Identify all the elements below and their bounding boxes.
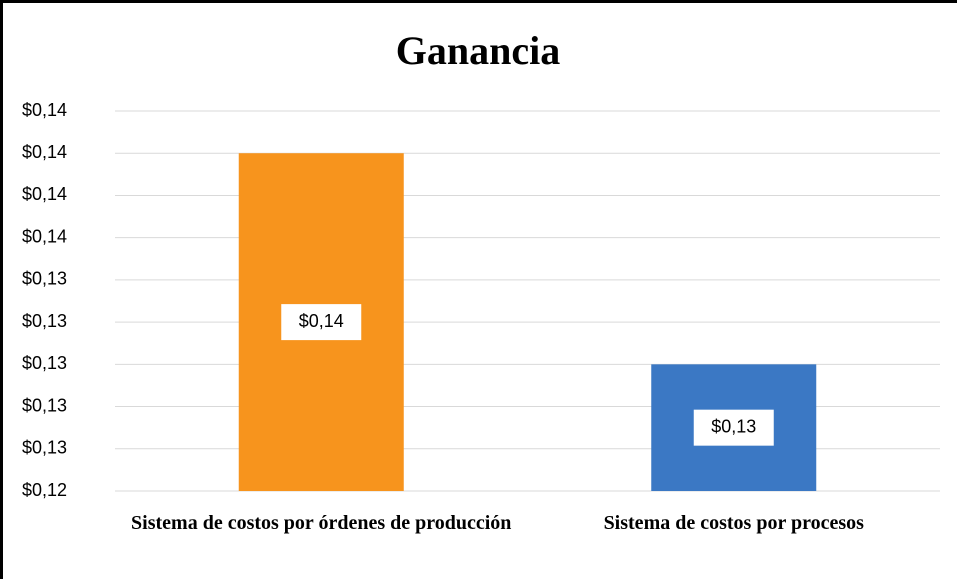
x-tick-label: Sistema de costos por procesos <box>603 512 864 534</box>
y-tick-label: $0,12 <box>22 480 67 500</box>
value-label-box <box>693 409 774 446</box>
x-tick-label: Sistema de costos por órdenes de producc… <box>131 512 512 534</box>
y-tick-label: $0,13 <box>22 353 67 373</box>
y-tick-label: $0,14 <box>22 142 67 162</box>
value-label: $0,13 <box>711 416 756 436</box>
y-tick-label: $0,13 <box>22 269 67 289</box>
chart-title: Ganancia <box>396 28 560 73</box>
y-tick-label: $0,13 <box>22 438 67 458</box>
value-label-box <box>281 304 362 341</box>
y-tick-label: $0,14 <box>22 100 67 120</box>
y-tick-label: $0,14 <box>22 226 67 246</box>
value-label: $0,14 <box>299 311 344 331</box>
y-tick-label: $0,14 <box>22 184 67 204</box>
y-tick-label: $0,13 <box>22 311 67 331</box>
y-tick-label: $0,13 <box>22 395 67 415</box>
